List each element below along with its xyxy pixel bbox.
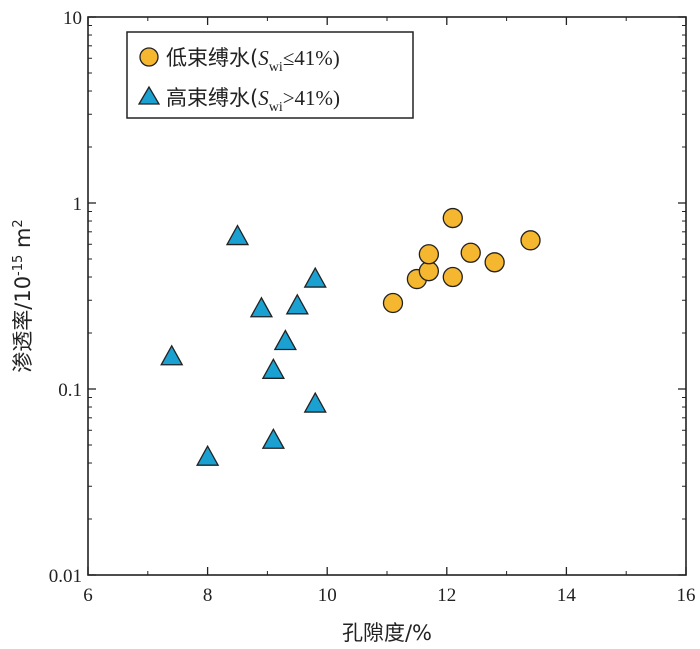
legend-triangle-marker bbox=[137, 85, 161, 105]
y-tick-label: 0.01 bbox=[49, 566, 82, 587]
data-point-triangle bbox=[225, 224, 250, 246]
data-point-circle bbox=[520, 230, 541, 251]
data-point-triangle bbox=[195, 444, 220, 466]
y-tick-label: 1 bbox=[73, 194, 83, 215]
x-tick-label: 16 bbox=[677, 585, 696, 606]
data-point-circle bbox=[460, 242, 481, 263]
data-point-circle bbox=[418, 261, 440, 282]
x-tick-label: 12 bbox=[437, 585, 456, 606]
data-point-triangle bbox=[273, 329, 297, 351]
legend-circle-marker bbox=[139, 47, 159, 67]
x-tick-label: 14 bbox=[557, 585, 577, 606]
data-point-circle bbox=[382, 292, 404, 314]
data-point-circle bbox=[442, 266, 463, 288]
x-tick-label: 10 bbox=[318, 585, 337, 606]
data-point-circle bbox=[442, 207, 463, 229]
data-point-circle bbox=[484, 252, 505, 273]
legend-label-low: 低束缚水(Swi≤41%) bbox=[166, 46, 340, 75]
data-point-triangle bbox=[285, 293, 309, 315]
data-point-triangle bbox=[261, 357, 285, 379]
legend-label-high: 高束缚水(Swi>41%) bbox=[166, 86, 340, 115]
y-axis-label: 渗透率/10-15 m2 bbox=[11, 219, 35, 372]
data-point-triangle bbox=[303, 266, 327, 288]
y-tick-label: 10 bbox=[63, 8, 82, 29]
x-tick-label: 8 bbox=[203, 585, 213, 606]
data-point-triangle bbox=[261, 427, 285, 449]
x-axis-label: 孔隙度/% bbox=[342, 621, 432, 645]
data-point-circle bbox=[418, 244, 440, 265]
y-tick-label: 0.1 bbox=[58, 380, 82, 401]
data-point-triangle bbox=[303, 391, 327, 413]
x-tick-label: 6 bbox=[83, 585, 93, 606]
plot-frame bbox=[87, 16, 687, 576]
data-point-triangle bbox=[160, 344, 184, 366]
legend: 低束缚水(Swi≤41%) 高束缚水(Swi>41%) bbox=[126, 31, 414, 119]
data-point-triangle bbox=[249, 296, 274, 318]
